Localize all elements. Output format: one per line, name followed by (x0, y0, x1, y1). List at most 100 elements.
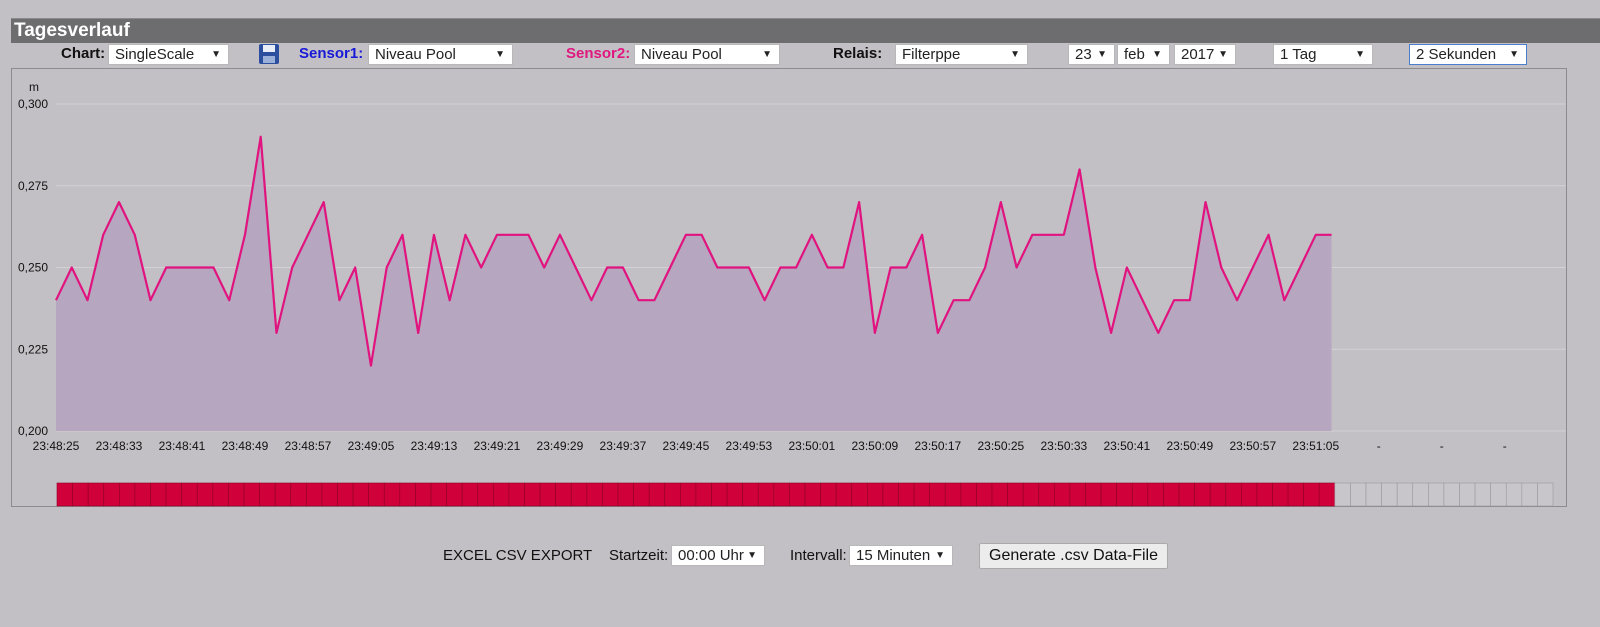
relay-cell (1459, 482, 1476, 507)
relay-cell (1022, 482, 1040, 507)
relay-cell (134, 482, 151, 507)
relay-cell (383, 482, 401, 507)
relay-cell (524, 482, 541, 507)
relay-cell (1428, 482, 1445, 507)
relay-cell (1194, 482, 1211, 507)
relay-cell (1209, 482, 1227, 507)
relay-cell (1085, 482, 1102, 507)
relay-cell (742, 482, 759, 507)
relay-cell (415, 482, 432, 507)
relay-cell (711, 482, 728, 507)
x-tick-label: 23:48:41 (159, 439, 206, 453)
x-tick-label: 23:49:05 (348, 439, 395, 453)
chart-select[interactable]: SingleScale (108, 44, 229, 65)
relay-cell (1334, 482, 1351, 507)
title-bar: Tagesverlauf (11, 18, 1600, 43)
relay-cell (680, 482, 697, 507)
relay-cell (119, 482, 136, 507)
area (56, 136, 1332, 431)
relay-cell (1163, 482, 1180, 507)
relay-cell (1131, 482, 1149, 507)
relay-cell (1116, 482, 1133, 507)
relay-cell (1241, 482, 1258, 507)
relay-cell (929, 482, 946, 507)
relay-cell (290, 482, 307, 507)
relay-cell (321, 482, 338, 507)
x-tick-label: 23:48:25 (33, 439, 80, 453)
relay-cell (1350, 482, 1367, 507)
relay-cell (555, 482, 572, 507)
month-select[interactable]: feb (1117, 44, 1170, 65)
sensor2-label: Sensor2: (566, 45, 631, 62)
relay-cell (820, 482, 837, 507)
x-tick-label: 23:49:45 (663, 439, 710, 453)
generate-button[interactable]: Generate .csv Data-File (979, 543, 1168, 569)
x-tick-label: - (1503, 439, 1507, 453)
relay-cell (461, 482, 479, 507)
x-tick-label: 23:48:57 (285, 439, 332, 453)
y-tick-label: 0,200 (18, 424, 48, 438)
relay-cell (399, 482, 416, 507)
relay-cell (1303, 482, 1320, 507)
relay-cell (835, 482, 853, 507)
relay-cell (259, 482, 276, 507)
relay-cell (664, 482, 681, 507)
relay-cell (1054, 482, 1071, 507)
relay-cell (430, 482, 447, 507)
relay-cell (196, 482, 214, 507)
relay-cell (228, 482, 245, 507)
relay-cell (1412, 482, 1429, 507)
relay-cell (1272, 482, 1289, 507)
relay-cell (243, 482, 260, 507)
relay-cell (976, 482, 993, 507)
relay-cell (804, 482, 821, 507)
chart-panel (11, 68, 1567, 507)
sensor1-select[interactable]: Niveau Pool (368, 44, 513, 65)
relay-cell (695, 482, 712, 507)
x-tick-label: 23:50:33 (1040, 439, 1087, 453)
relay-cell (87, 482, 105, 507)
export-title: EXCEL CSV EXPORT (443, 547, 593, 564)
chart: m 0,200 0,225 0,250 0,275 0,300 23:48:25 23:48:… (18, 80, 1566, 507)
relay-cell (1505, 482, 1523, 507)
relay-cell (1443, 482, 1460, 507)
relay-cell (1100, 482, 1117, 507)
relay-cell (648, 482, 666, 507)
relay-cell (882, 482, 899, 507)
interval-select[interactable]: 2 Sekunden (1409, 44, 1527, 65)
chart-label: Chart: (61, 45, 106, 62)
sensor1-label: Sensor1: (299, 45, 364, 62)
sensor2-select[interactable]: Niveau Pool (634, 44, 780, 65)
relay-cell (617, 482, 634, 507)
x-tick-label: 23:50:41 (1103, 439, 1150, 453)
relay-cell (757, 482, 775, 507)
relay-cell (181, 482, 198, 507)
relay-cell (1225, 482, 1242, 507)
start-select[interactable]: 00:00 Uhr (671, 545, 765, 566)
relay-cell (1069, 482, 1086, 507)
relay-cell (477, 482, 494, 507)
relay-cell (493, 482, 510, 507)
relay-cell (539, 482, 556, 507)
export-interval-select[interactable]: 15 Minuten (849, 545, 953, 566)
relay-cell (103, 482, 120, 507)
y-tick-label: 0,225 (18, 342, 48, 356)
year-select[interactable]: 2017 (1174, 44, 1236, 65)
relay-cell (72, 482, 89, 507)
relay-cell (602, 482, 619, 507)
relais-select[interactable]: Filterppe (895, 44, 1028, 65)
relay-cell (898, 482, 915, 507)
interval-label: Intervall: (790, 547, 847, 564)
relay-cell (1396, 482, 1414, 507)
relay-cell (944, 482, 962, 507)
relay-cell (1038, 482, 1055, 507)
relay-cell (1474, 482, 1491, 507)
save-icon[interactable] (258, 43, 280, 65)
relay-cell (773, 482, 790, 507)
relay-cell (1178, 482, 1195, 507)
day-select[interactable]: 23 (1068, 44, 1115, 65)
x-tick-label: 23:50:01 (789, 439, 836, 453)
range-select[interactable]: 1 Tag (1273, 44, 1373, 65)
relay-cell (352, 482, 369, 507)
